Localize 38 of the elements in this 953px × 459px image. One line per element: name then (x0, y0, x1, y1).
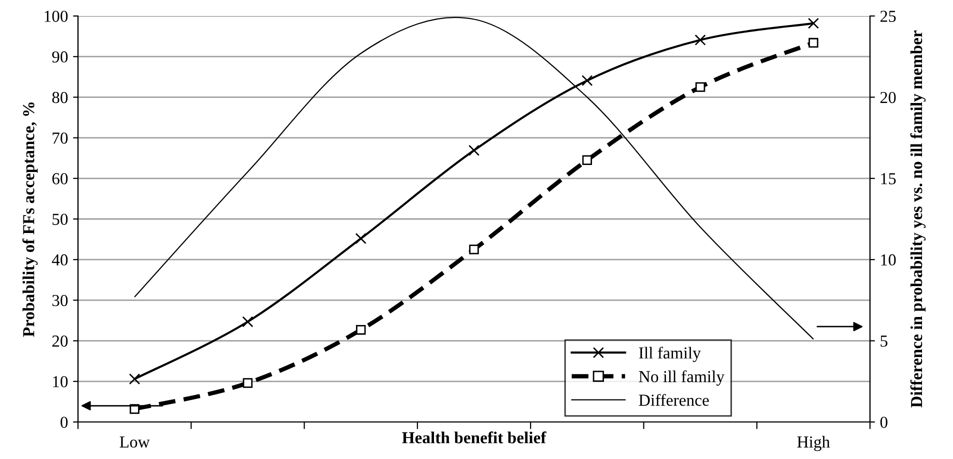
y2-tick-label: 5 (880, 336, 888, 347)
y2-tick-label: 0 (880, 416, 888, 428)
point (695, 82, 706, 92)
y-tick-label: 90 (52, 51, 68, 63)
point (469, 244, 479, 254)
y-tick-label: 80 (52, 92, 68, 104)
point (808, 18, 819, 29)
point (694, 34, 706, 46)
y2-tick-label: 10 (881, 254, 896, 266)
y-tick-label: 100 (44, 10, 68, 22)
y-tick-label: 40 (52, 254, 68, 266)
point (242, 316, 254, 328)
y-tick-label: 70 (52, 132, 68, 144)
x-tick-label: High (797, 436, 830, 452)
y-tick-label: 60 (52, 173, 68, 184)
legend-label: Ill family (639, 346, 701, 362)
point (129, 373, 140, 385)
y-tick-label: 10 (53, 376, 68, 388)
y-axis-title: Probability of FFs acceptance, % (22, 102, 38, 337)
y-tick-label: 50 (52, 214, 68, 225)
y2-axis-title: Difference in probability yes vs. no ill family member (910, 30, 926, 408)
point (242, 378, 253, 388)
point (468, 144, 480, 156)
y-tick-label: 0 (60, 416, 68, 428)
y-tick-label: 30 (52, 294, 68, 306)
point (356, 324, 366, 335)
point (355, 232, 366, 244)
point (582, 155, 592, 165)
x-tick-label: Low (120, 436, 150, 448)
y2-tick-label: 25 (880, 10, 896, 22)
point (582, 75, 593, 86)
legend-label: Difference (638, 394, 709, 406)
legend-label: No ill family (638, 370, 724, 386)
y-tick-label: 20 (52, 336, 68, 347)
y2-tick-label: 15 (881, 173, 896, 184)
point (808, 38, 818, 48)
y2-tick-label: 20 (880, 92, 896, 104)
x-axis-title: Health benefit belief (402, 431, 546, 444)
